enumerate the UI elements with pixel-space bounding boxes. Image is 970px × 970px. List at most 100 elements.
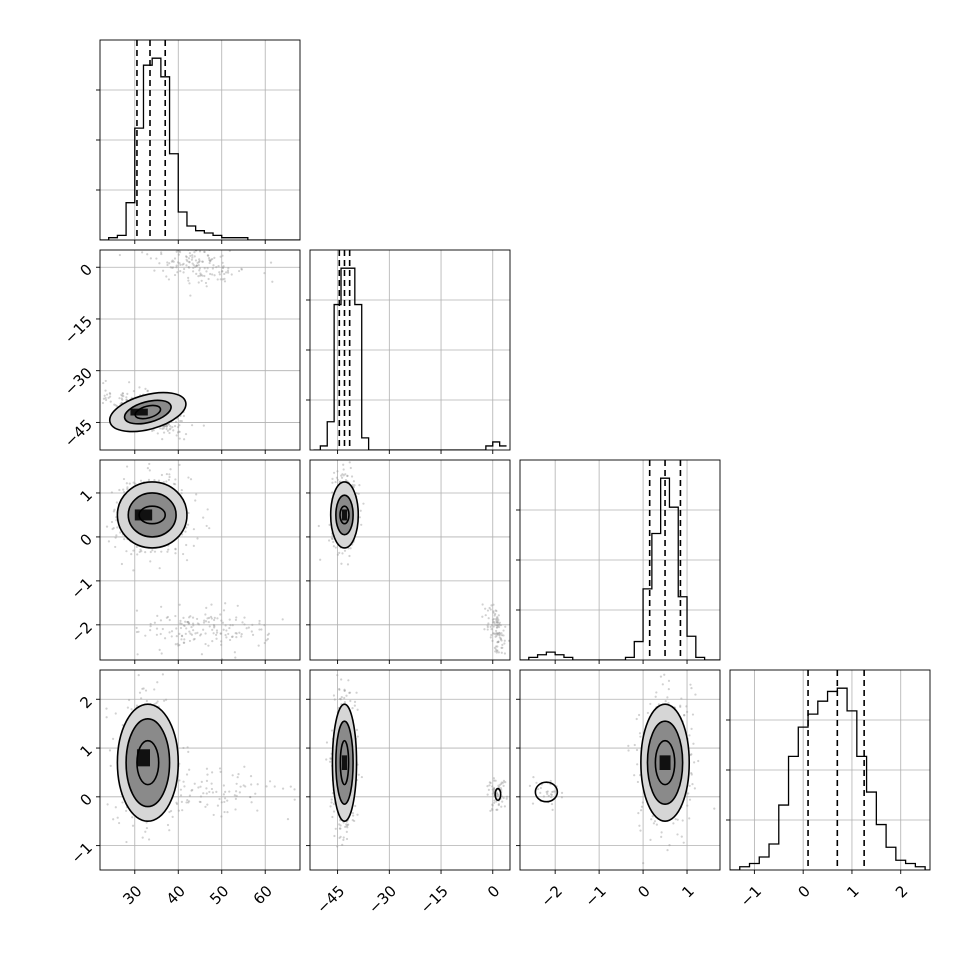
scatter-point <box>148 462 151 466</box>
scatter-point <box>159 632 162 636</box>
scatter-point <box>244 785 247 788</box>
scatter-point <box>209 615 213 618</box>
scatter-point <box>502 781 505 784</box>
scatter-point <box>627 749 630 752</box>
scatter-point <box>234 797 237 801</box>
scatter-point <box>222 609 226 612</box>
panel-0-0 <box>96 39 301 244</box>
scatter-point <box>693 787 696 790</box>
scatter-point <box>203 619 206 622</box>
scatter-point <box>163 425 166 428</box>
scatter-point <box>199 800 202 804</box>
scatter-point <box>481 615 484 618</box>
scatter-point <box>194 265 197 268</box>
scatter-point <box>116 816 119 819</box>
scatter-point <box>104 389 107 392</box>
scatter-point <box>173 273 177 277</box>
scatter-point <box>125 465 129 468</box>
scatter-point <box>206 254 209 257</box>
scatter-point <box>336 845 339 848</box>
scatter-point <box>196 631 199 634</box>
scatter-point <box>492 787 496 790</box>
scatter-point <box>332 540 335 544</box>
scatter-point <box>144 387 147 390</box>
scatter-point <box>496 641 499 644</box>
scatter-point <box>494 618 497 621</box>
scatter-point <box>685 705 688 708</box>
scatter-point <box>226 269 230 272</box>
scatter-point <box>205 524 208 528</box>
density-contour <box>339 739 350 786</box>
scatter-point <box>204 632 207 635</box>
scatter-point <box>168 428 171 431</box>
scatter-point <box>175 801 178 804</box>
scatter-point <box>209 272 212 276</box>
scatter-point <box>158 648 161 651</box>
scatter-point <box>188 260 191 264</box>
scatter-point <box>690 687 693 690</box>
scatter-point <box>210 258 213 261</box>
scatter-point <box>491 785 494 788</box>
scatter-point <box>188 261 191 264</box>
scatter-point <box>349 699 352 703</box>
scatter-point <box>640 809 643 812</box>
panel-2-2 <box>516 459 721 664</box>
scatter-point <box>103 394 106 397</box>
scatter-point <box>188 266 191 269</box>
scatter-point <box>195 272 198 275</box>
scatter-point <box>175 250 178 253</box>
scatter-point <box>190 789 193 792</box>
scatter-point <box>339 698 342 701</box>
scatter-point <box>115 501 118 504</box>
scatter-point <box>178 437 181 440</box>
scatter-point <box>163 637 167 640</box>
scatter-point <box>221 261 224 264</box>
scatter-point <box>176 431 180 434</box>
scatter-point <box>331 481 334 484</box>
scatter-point <box>293 788 296 791</box>
scatter-point <box>146 253 149 256</box>
scatter-point <box>245 627 248 630</box>
scatter-point <box>346 826 349 829</box>
scatter-point <box>494 629 498 632</box>
scatter-point <box>211 628 214 631</box>
scatter-point <box>180 419 183 423</box>
scatter-point <box>183 785 186 788</box>
scatter-point <box>496 808 499 811</box>
scatter-point <box>339 824 342 827</box>
scatter-point <box>356 813 359 816</box>
scatter-point <box>489 625 492 628</box>
scatter-point <box>357 773 360 776</box>
scatter-point <box>174 420 178 423</box>
scatter-point <box>343 549 347 552</box>
scatter-point <box>492 787 496 790</box>
scatter-point <box>266 633 269 637</box>
scatter-point <box>165 425 168 428</box>
scatter-point <box>332 471 336 474</box>
scatter-point <box>491 618 495 621</box>
scatter-point <box>187 801 190 804</box>
scatter-point <box>188 794 192 797</box>
panel-frame <box>99 459 301 661</box>
scatter-point <box>169 809 173 813</box>
scatter-point <box>231 624 234 627</box>
scatter-point <box>213 256 216 259</box>
scatter-point <box>233 794 236 797</box>
scatter-point <box>633 774 636 777</box>
scatter-point <box>183 638 186 641</box>
scatter-point <box>140 550 143 553</box>
scatter-point <box>359 509 362 512</box>
scatter-point <box>633 743 636 747</box>
scatter-point <box>487 617 490 620</box>
scatter-point <box>489 608 492 611</box>
scatter-point <box>223 800 226 804</box>
scatter-point <box>174 547 177 551</box>
scatter-point <box>200 653 204 656</box>
scatter-point <box>125 398 128 401</box>
scatter-point <box>205 270 208 273</box>
scatter-point <box>683 714 686 717</box>
scatter-point <box>331 491 334 494</box>
scatter-point <box>120 393 123 396</box>
scatter-point <box>218 273 221 276</box>
scatter-point <box>113 508 116 511</box>
